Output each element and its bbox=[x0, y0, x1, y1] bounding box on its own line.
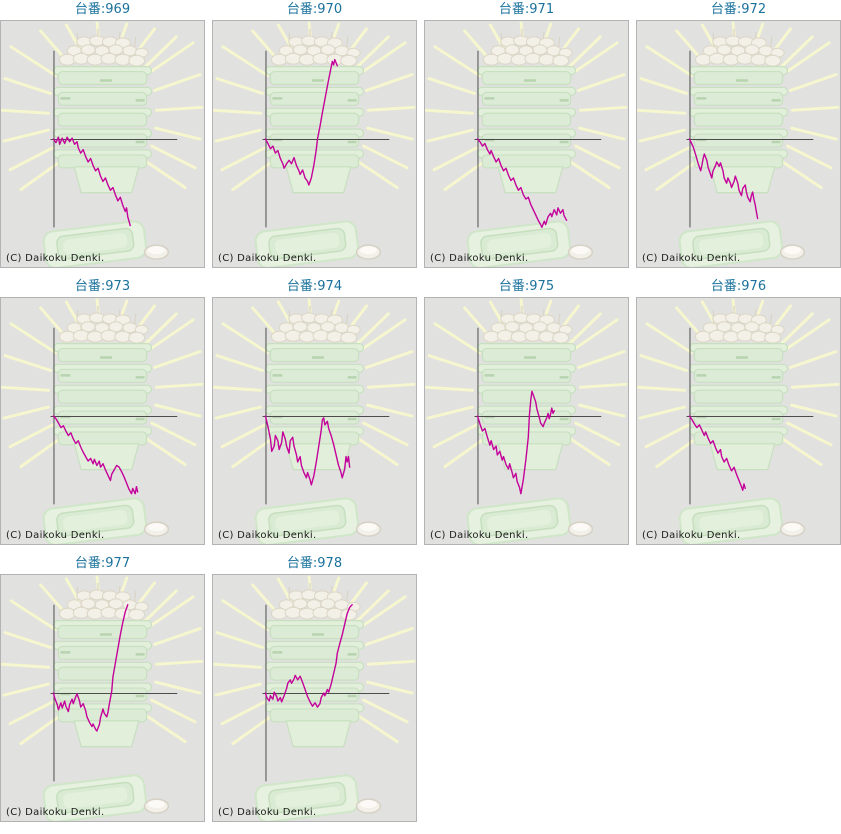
machine-chart-cell: 台番:973 (C) Daikoku Denki. bbox=[0, 277, 205, 545]
watermark-image bbox=[213, 21, 416, 267]
watermark-image bbox=[1, 21, 204, 267]
payout-line bbox=[688, 415, 746, 491]
copyright-label: (C) Daikoku Denki. bbox=[218, 253, 317, 264]
watermark-image bbox=[1, 298, 204, 544]
machine-chart-cell: 台番:972 (C) Daikoku Denki. bbox=[636, 0, 841, 268]
chart-panel: (C) Daikoku Denki. bbox=[424, 297, 629, 545]
payout-graph bbox=[1, 575, 204, 821]
copyright-label: (C) Daikoku Denki. bbox=[642, 530, 741, 541]
payout-graph bbox=[1, 21, 204, 267]
copyright-label: (C) Daikoku Denki. bbox=[218, 807, 317, 818]
chart-panel: (C) Daikoku Denki. bbox=[0, 297, 205, 545]
payout-graph bbox=[637, 21, 840, 267]
chart-panel: (C) Daikoku Denki. bbox=[212, 20, 417, 268]
machine-chart-cell: 台番:976 (C) Daikoku Denki. bbox=[636, 277, 841, 545]
watermark-image bbox=[213, 298, 416, 544]
copyright-label: (C) Daikoku Denki. bbox=[6, 253, 105, 264]
chart-panel: (C) Daikoku Denki. bbox=[212, 574, 417, 822]
payout-graph bbox=[1, 298, 204, 544]
watermark-image bbox=[637, 21, 840, 267]
watermark-image bbox=[637, 298, 840, 544]
payout-graph bbox=[213, 298, 416, 544]
machine-chart-cell: 台番:974 (C) Daikoku Denki. bbox=[212, 277, 417, 545]
machine-chart-cell: 台番:975 (C) Daikoku Denki. bbox=[424, 277, 629, 545]
machine-title-link[interactable]: 台番:976 bbox=[710, 279, 767, 294]
machine-chart-cell: 台番:977 (C) Daikoku Denki. bbox=[0, 554, 205, 822]
payout-line bbox=[52, 604, 129, 732]
machine-title-link[interactable]: 台番:974 bbox=[286, 279, 343, 294]
copyright-label: (C) Daikoku Denki. bbox=[218, 530, 317, 541]
payout-line bbox=[52, 415, 139, 495]
payout-graph bbox=[213, 21, 416, 267]
chart-panel: (C) Daikoku Denki. bbox=[212, 297, 417, 545]
chart-panel: (C) Daikoku Denki. bbox=[424, 20, 629, 268]
machine-chart-cell: 台番:978 (C) Daikoku Denki. bbox=[212, 554, 417, 822]
machine-title-link[interactable]: 台番:977 bbox=[74, 556, 131, 571]
payout-graph bbox=[213, 575, 416, 821]
machine-title-link[interactable]: 台番:973 bbox=[74, 279, 131, 294]
machine-chart-cell: 台番:971 (C) Daikoku Denki. bbox=[424, 0, 629, 268]
payout-graph bbox=[425, 21, 628, 267]
copyright-label: (C) Daikoku Denki. bbox=[642, 253, 741, 264]
machine-title-link[interactable]: 台番:969 bbox=[74, 2, 131, 17]
copyright-label: (C) Daikoku Denki. bbox=[430, 530, 529, 541]
payout-line bbox=[688, 138, 759, 220]
payout-line bbox=[476, 390, 555, 495]
chart-panel: (C) Daikoku Denki. bbox=[636, 297, 841, 545]
watermark-image bbox=[425, 21, 628, 267]
machine-title-link[interactable]: 台番:970 bbox=[286, 2, 343, 17]
payout-line bbox=[264, 58, 338, 186]
watermark-image bbox=[213, 575, 416, 821]
machine-chart-cell: 台番:969 (C) Daikoku Denki. bbox=[0, 0, 205, 268]
payout-graph bbox=[425, 298, 628, 544]
chart-panel: (C) Daikoku Denki. bbox=[0, 20, 205, 268]
machine-title-link[interactable]: 台番:975 bbox=[498, 279, 555, 294]
machine-title-link[interactable]: 台番:978 bbox=[286, 556, 343, 571]
machine-title-link[interactable]: 台番:972 bbox=[710, 2, 767, 17]
payout-graph bbox=[637, 298, 840, 544]
copyright-label: (C) Daikoku Denki. bbox=[6, 530, 105, 541]
chart-panel: (C) Daikoku Denki. bbox=[0, 574, 205, 822]
copyright-label: (C) Daikoku Denki. bbox=[430, 253, 529, 264]
payout-line bbox=[52, 136, 131, 227]
machine-chart-cell: 台番:970 (C) Daikoku Denki. bbox=[212, 0, 417, 268]
payout-line bbox=[476, 138, 568, 229]
machine-title-link[interactable]: 台番:971 bbox=[498, 2, 555, 17]
payout-line bbox=[264, 415, 351, 486]
copyright-label: (C) Daikoku Denki. bbox=[6, 807, 105, 818]
payout-line bbox=[264, 604, 353, 708]
watermark-image bbox=[425, 298, 628, 544]
chart-panel: (C) Daikoku Denki. bbox=[636, 20, 841, 268]
watermark-image bbox=[1, 575, 204, 821]
